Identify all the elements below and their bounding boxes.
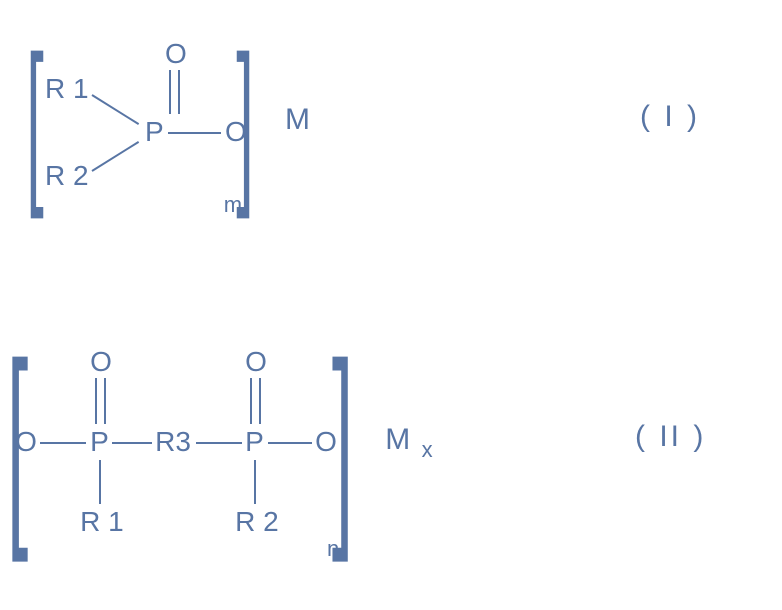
formula-1-row: [ O R 1 P O R 2 ] m M	[40, 30, 740, 210]
atom-r2-2: R 2	[235, 508, 279, 536]
atom-p-r: P	[245, 428, 264, 456]
atom-o-top: O	[165, 40, 187, 68]
formula-2-subscript: n	[327, 536, 339, 562]
bond-o-pl	[40, 442, 86, 444]
formula-2-bracket-group: [ O O O P R3 P O R 1 R 2	[25, 330, 335, 550]
bond-r2-p	[91, 141, 139, 172]
bond-p-o-double-2	[178, 70, 180, 114]
formula-1-numeral: ( I )	[640, 100, 700, 134]
atom-o-left: O	[15, 428, 37, 456]
bond-r1-p	[91, 94, 139, 125]
bond-pr-o-2	[259, 378, 261, 424]
formula-1-structure: O R 1 P O R 2	[30, 40, 250, 200]
bond-r3-pr	[196, 442, 242, 444]
right-bracket: ]	[236, 30, 254, 210]
atom-r1: R 1	[45, 75, 89, 103]
bond-pl-r1	[99, 460, 101, 504]
atom-p-l: P	[90, 428, 109, 456]
atom-o-tl: O	[90, 348, 112, 376]
bond-pl-o-1	[95, 378, 97, 424]
formula-1-bracket-group: [ O R 1 P O R 2 ] m	[40, 30, 240, 210]
formula-1-metal: M	[285, 103, 310, 137]
formula-2-metal-label: M	[385, 423, 410, 456]
atom-p: P	[145, 118, 164, 146]
bond-p-o-right	[168, 132, 221, 134]
formula-2-row: [ O O O P R3 P O R 1 R 2	[25, 330, 725, 550]
bond-p-o-double-1	[169, 70, 171, 114]
bond-pl-r3	[112, 442, 152, 444]
formula-2-numeral: ( II )	[635, 420, 706, 454]
bond-pr-o-1	[250, 378, 252, 424]
atom-r1-2: R 1	[80, 508, 124, 536]
atom-o-tr: O	[245, 348, 267, 376]
formula-2-metal: M x	[385, 423, 429, 457]
right-bracket-2: ]	[332, 330, 353, 550]
atom-r3: R3	[155, 428, 191, 456]
atom-r2: R 2	[45, 162, 89, 190]
formula-1-subscript: m	[224, 192, 242, 218]
bond-pr-o-right	[268, 442, 312, 444]
bond-pr-r2	[254, 460, 256, 504]
bond-pl-o-2	[104, 378, 106, 424]
formula-2-metal-sub: x	[422, 437, 433, 462]
formula-2-structure: O O O P R3 P O R 1 R 2	[10, 348, 350, 533]
